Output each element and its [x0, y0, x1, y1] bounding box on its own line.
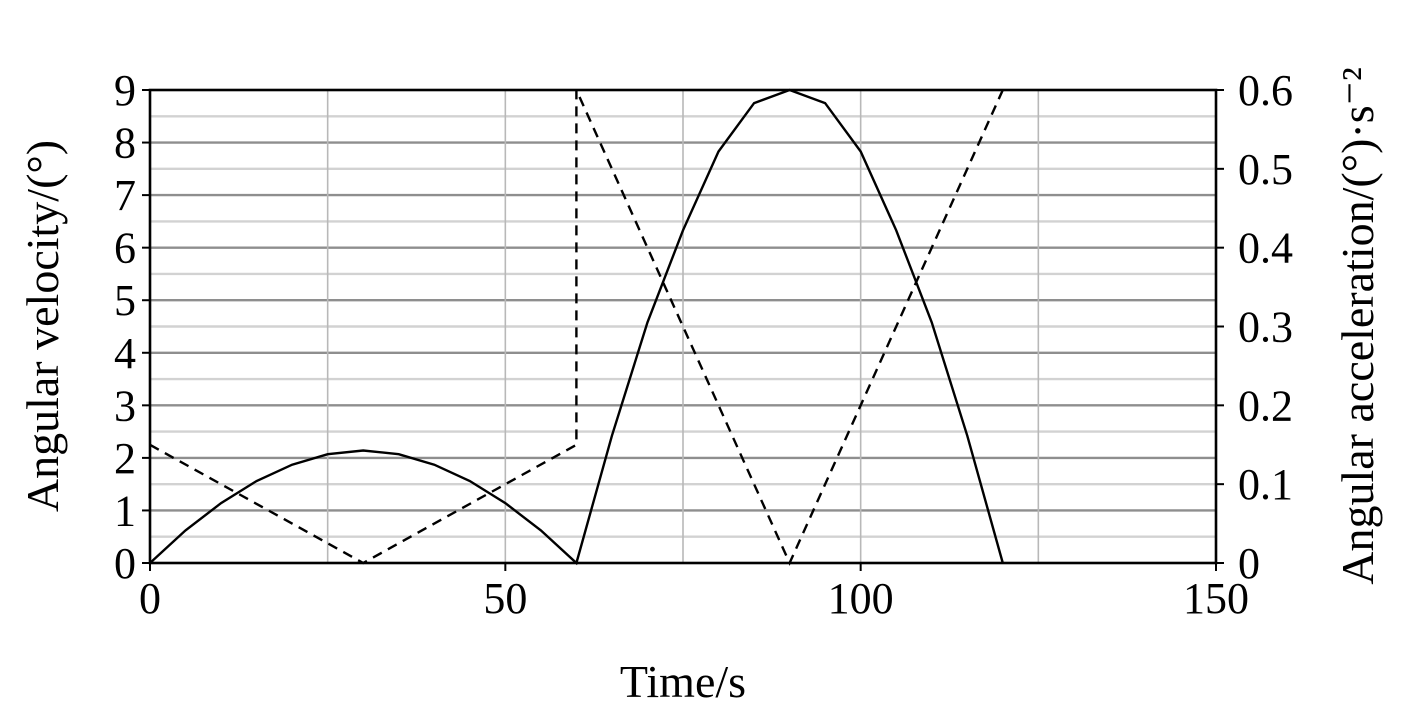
y-right-tick-label: 0.1 — [1238, 460, 1293, 509]
y-right-tick-label: 0.4 — [1238, 224, 1293, 273]
y-left-tick-label: 1 — [114, 486, 136, 535]
y-left-tick-label: 4 — [114, 329, 136, 378]
x-tick-label: 0 — [139, 574, 161, 623]
y-left-tick-label: 3 — [114, 381, 136, 430]
x-tick-label: 100 — [828, 574, 894, 623]
y-right-tick-label: 0.5 — [1238, 145, 1293, 194]
y-left-tick-label: 6 — [114, 224, 136, 273]
y-left-tick-label: 0 — [114, 539, 136, 588]
y-left-tick-label: 9 — [114, 66, 136, 115]
y-left-tick-label: 7 — [114, 171, 136, 220]
y-right-tick-label: 0.6 — [1238, 66, 1293, 115]
grid — [150, 90, 1216, 563]
angular-acceleration-line — [149, 89, 1004, 566]
y-right-tick-label: 0.3 — [1238, 303, 1293, 352]
y-right-tick-label: 0.2 — [1238, 381, 1293, 430]
y-left-tick-label: 2 — [114, 434, 136, 483]
y-left-tick-label: 8 — [114, 119, 136, 168]
y-right-tick-label: 0 — [1238, 539, 1260, 588]
y-axis-left-label: Angular velocity/(°) — [17, 140, 68, 512]
x-axis-label: Time/s — [620, 656, 746, 704]
y-axis-right-label: Angular acceleration/(°)·s⁻² — [1332, 67, 1383, 585]
y-left-tick-label: 5 — [114, 276, 136, 325]
x-tick-label: 150 — [1183, 574, 1249, 623]
x-tick-label: 50 — [483, 574, 527, 623]
